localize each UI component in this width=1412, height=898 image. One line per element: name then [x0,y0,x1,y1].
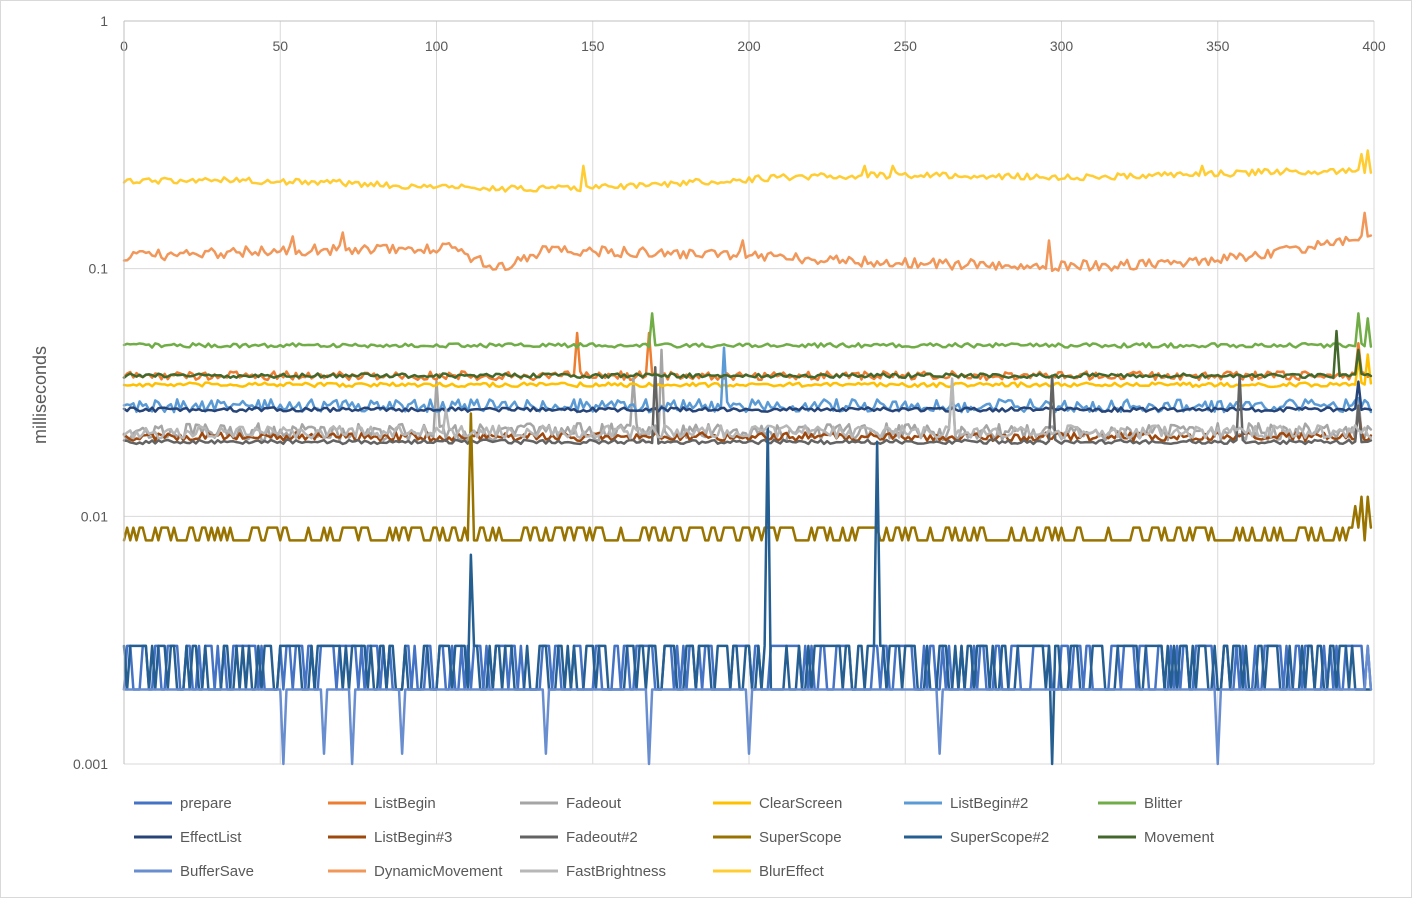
series-line-superscope-2 [122,425,1373,766]
legend-item: Blitter [1098,795,1182,812]
series-line-effectlist [122,380,1373,413]
legend-label: ListBegin#2 [950,795,1028,812]
legend-item: SuperScope#2 [904,829,1049,846]
legend-label: SuperScope [759,829,842,846]
x-tick-label: 100 [425,38,449,54]
series-line-superscope [122,412,1373,542]
legend-item: BlurEffect [713,863,825,880]
legend-label: Blitter [1144,795,1182,812]
legend: prepare ListBegin Fadeout ClearScreen ListBe… [134,795,1215,880]
series-line-fastbrightness [122,377,1373,440]
x-tick-label: 50 [272,38,288,54]
legend-label: Movement [1144,829,1215,846]
legend-label: ClearScreen [759,795,842,812]
legend-label: BufferSave [180,863,254,880]
legend-item: DynamicMovement [328,863,503,880]
x-tick-label: 400 [1362,38,1386,54]
legend-item: Movement [1098,829,1215,846]
legend-item: ClearScreen [713,795,842,812]
x-tick-label: 150 [581,38,605,54]
x-tick-label: 300 [1050,38,1074,54]
series-line-blureffect [122,149,1373,193]
series-line-fadeout-2 [122,365,1373,446]
legend-label: ListBegin [374,795,436,812]
series-line-buffersave [122,644,1373,766]
legend-label: DynamicMovement [374,863,503,880]
legend-label: FastBrightness [566,863,666,880]
legend-label: Fadeout#2 [566,829,638,846]
series-line-listbegin-3 [122,408,1373,443]
series-group [122,149,1373,766]
y-tick-label: 1 [100,13,108,29]
legend-label: ListBegin#3 [374,829,452,846]
legend-item: BufferSave [134,863,254,880]
series-line-clearscreen [122,353,1373,389]
series-line-movement [122,329,1373,380]
y-tick-label: 0.1 [89,261,109,277]
legend-item: FastBrightness [520,863,666,880]
legend-label: SuperScope#2 [950,829,1049,846]
y-axis-title: milliseconds [30,346,50,444]
legend-label: prepare [180,795,232,812]
y-tick-label: 0.001 [73,756,108,772]
series-line-dynamicmovement [122,211,1373,273]
y-tick-label: 0.01 [81,508,108,524]
legend-item: ListBegin#3 [328,829,452,846]
x-tick-label: 200 [737,38,761,54]
legend-item: ListBegin#2 [904,795,1028,812]
legend-item: ListBegin [328,795,436,812]
legend-item: EffectList [134,829,242,846]
legend-label: BlurEffect [759,863,825,880]
legend-label: Fadeout [566,795,622,812]
legend-item: prepare [134,795,232,812]
legend-item: SuperScope [713,829,842,846]
legend-item: Fadeout#2 [520,829,638,846]
legend-label: EffectList [180,829,242,846]
x-tick-label: 250 [894,38,918,54]
legend-item: Fadeout [520,795,622,812]
axes: 10.10.010.001050100150200250300350400 [73,13,1386,772]
series-line-blitter [122,312,1373,349]
x-tick-label: 350 [1206,38,1230,54]
